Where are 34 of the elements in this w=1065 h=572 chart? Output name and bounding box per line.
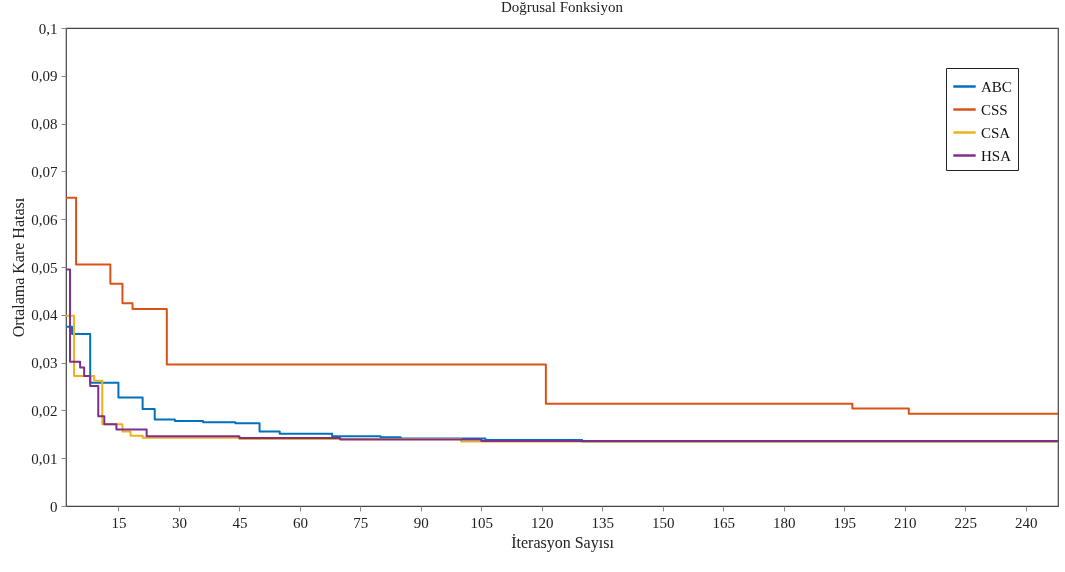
y-tick-label: 0,07 (31, 163, 58, 180)
x-tick-label: 180 (773, 514, 796, 531)
x-tick-label: 240 (1014, 514, 1038, 531)
y-axis-title: Ortalama Kare Hatası (10, 197, 28, 338)
y-tick-label: 0,05 (31, 259, 58, 276)
legend-label: HSA (981, 147, 1012, 164)
y-tick-label: 0,04 (31, 307, 58, 324)
x-tick-label: 30 (171, 514, 187, 531)
x-tick-label: 135 (591, 514, 615, 531)
x-tick-label: 45 (232, 514, 248, 531)
y-tick-label: 0,03 (31, 355, 58, 372)
x-tick-label: 105 (470, 514, 494, 531)
chart-title: Doğrusal Fonksiyon (500, 0, 624, 15)
x-tick-label: 15 (111, 514, 127, 531)
x-tick-label: 150 (652, 514, 675, 531)
x-tick-label: 90 (413, 514, 429, 531)
x-tick-label: 195 (833, 514, 857, 531)
y-tick-label: 0,06 (31, 211, 58, 228)
x-tick-label: 75 (353, 514, 369, 531)
y-tick-label: 0,02 (31, 402, 58, 419)
y-tick-label: 0,08 (31, 116, 58, 133)
x-tick-label: 225 (954, 514, 977, 531)
x-tick-label: 120 (531, 514, 554, 531)
y-tick-label: 0,09 (31, 68, 58, 85)
legend-label: ABC (981, 78, 1012, 95)
legend-label: CSA (981, 124, 1011, 141)
x-axis-title: İterasyon Sayısı (511, 533, 615, 552)
x-tick-label: 60 (292, 514, 308, 531)
x-tick-label: 210 (894, 514, 917, 531)
x-tick-label: 165 (712, 514, 736, 531)
y-tick-label: 0,1 (38, 20, 58, 37)
legend-label: CSS (981, 101, 1008, 118)
y-tick-label: 0,01 (31, 450, 58, 467)
y-tick-label: 0 (50, 498, 58, 515)
